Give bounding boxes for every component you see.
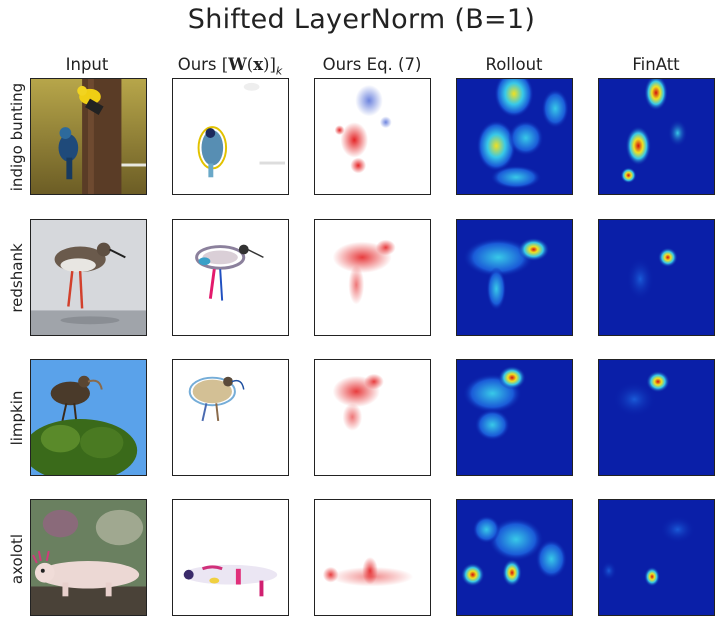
ours-w-map-axolotl xyxy=(172,499,289,616)
rollout-map-indigo-bunting xyxy=(456,78,573,195)
ours-eq7-map-redshank xyxy=(314,219,431,336)
row-label-indigo-bunting: indigo bunting xyxy=(8,82,26,192)
row-label-redshank: redshank xyxy=(8,243,26,313)
ours-eq7-map-limpkin xyxy=(314,359,431,476)
col-header-rollout: Rollout xyxy=(485,55,543,74)
input-image-limpkin xyxy=(30,359,147,476)
col-header-input: Input xyxy=(65,55,109,74)
col-header-ours-eq: Ours Eq. (7) xyxy=(322,55,422,74)
input-image-indigo-bunting xyxy=(30,78,147,195)
rollout-map-redshank xyxy=(456,219,573,336)
ours-w-map-indigo-bunting xyxy=(172,78,289,195)
figure-title: Shifted LayerNorm (B=1) xyxy=(187,4,536,35)
finatt-map-indigo-bunting xyxy=(598,78,715,195)
rollout-map-limpkin xyxy=(456,359,573,476)
col-header-finatt: FinAtt xyxy=(632,55,680,74)
finatt-map-redshank xyxy=(598,219,715,336)
finatt-map-limpkin xyxy=(598,359,715,476)
ours-eq7-map-axolotl xyxy=(314,499,431,616)
ours-w-map-redshank xyxy=(172,219,289,336)
input-image-redshank xyxy=(30,219,147,336)
input-image-axolotl xyxy=(30,499,147,616)
ours-eq7-map-indigo-bunting xyxy=(314,78,431,195)
row-label-limpkin: limpkin xyxy=(8,390,26,446)
finatt-map-axolotl xyxy=(598,499,715,616)
col-header-ours-w: Ours [W(x)]k xyxy=(177,55,283,78)
rollout-map-axolotl xyxy=(456,499,573,616)
row-label-axolotl: axolotl xyxy=(8,533,26,585)
ours-w-map-limpkin xyxy=(172,359,289,476)
